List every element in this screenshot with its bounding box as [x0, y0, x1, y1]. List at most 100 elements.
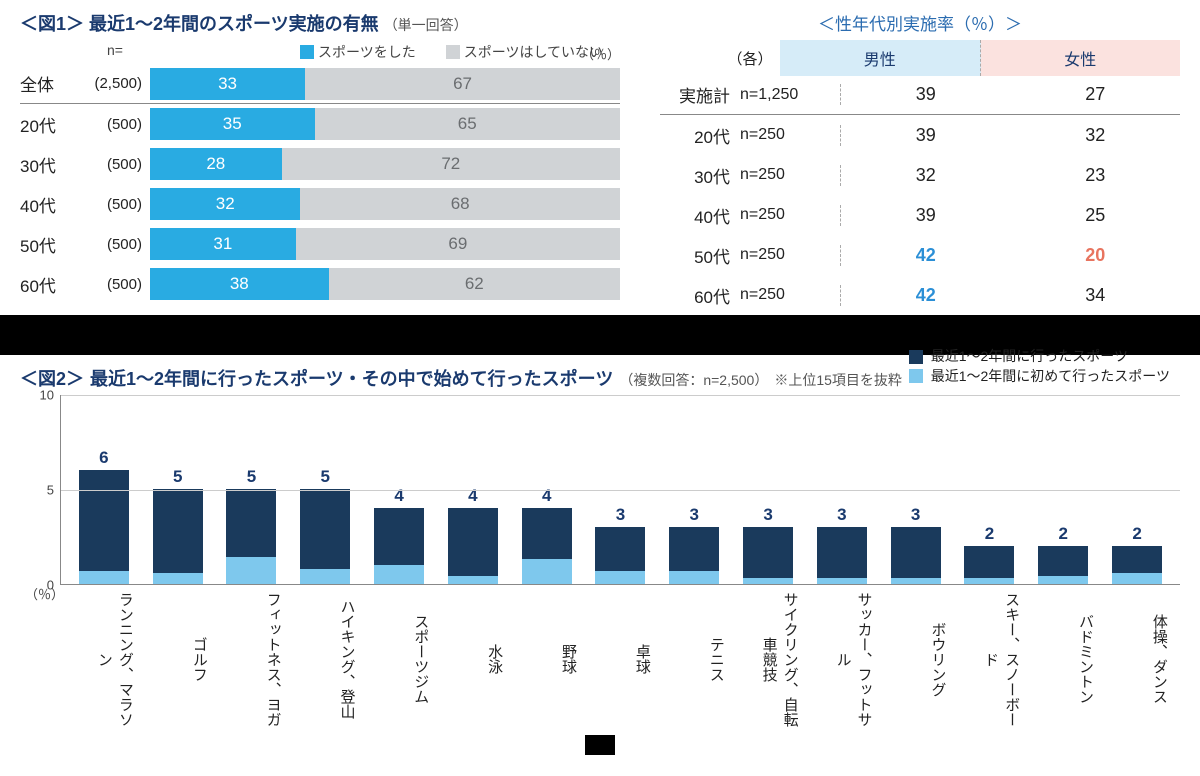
bar-seg-did: 33	[150, 68, 305, 100]
bar-seg-not: 67	[305, 68, 620, 100]
bar-seg-first	[153, 573, 203, 584]
bar-seg-total	[300, 489, 350, 569]
bar-track: 3268	[150, 188, 620, 220]
fig1-subtitle: （単一回答）	[384, 15, 468, 35]
bar-value-label: 2	[964, 524, 1014, 544]
bar-seg-first	[891, 578, 941, 584]
bar-row: 40代(500)3268	[20, 184, 620, 224]
rt-male-value: 39	[840, 125, 1011, 146]
bar-seg-first	[669, 571, 719, 584]
rt-female-value: 20	[1011, 245, 1181, 266]
bar-seg-first	[374, 565, 424, 584]
x-label: フィットネス、ヨガ	[218, 589, 284, 729]
fig1-pct-label: （％）	[581, 44, 620, 63]
bar-row: 20代(500)3565	[20, 104, 620, 144]
table-row: 20代n=2503932	[660, 115, 1180, 155]
bar-row: 50代(500)3169	[20, 224, 620, 264]
legend-swatch-not	[446, 45, 460, 59]
rt-male-value: 39	[840, 84, 1011, 105]
x-label: ハイキング、登山	[292, 589, 358, 729]
table-row: 50代n=2504220	[660, 235, 1180, 275]
y-tick: 10	[40, 388, 54, 403]
bar-value-label: 3	[669, 505, 719, 525]
rt-category: 実施計	[660, 82, 730, 107]
bar-column: 3	[735, 527, 801, 584]
each-label: （各）	[720, 48, 780, 69]
rt-female-value: 25	[1011, 205, 1181, 226]
bar-seg-total	[522, 508, 572, 559]
x-label: 水泳	[439, 589, 505, 729]
bar-row: 30代(500)2872	[20, 144, 620, 184]
table-row: 40代n=2503925	[660, 195, 1180, 235]
bar-column: 4	[440, 508, 506, 584]
bar-seg-total	[374, 508, 424, 565]
bar-seg-not: 62	[329, 268, 620, 300]
bar-seg-total	[743, 527, 793, 578]
bar-seg-total	[964, 546, 1014, 578]
bar-seg-total	[1038, 546, 1088, 576]
bar-value-label: 3	[817, 505, 867, 525]
legend2-swatch-total	[909, 350, 923, 364]
x-label: スポーツジム	[365, 589, 431, 729]
bar-category: 30代	[20, 152, 80, 177]
rt-male-value: 32	[840, 165, 1011, 186]
fig1-right-table: 実施計n=1,250392720代n=250393230代n=250322340…	[660, 75, 1180, 315]
rt-category: 30代	[660, 163, 730, 188]
bar-category: 全体	[20, 71, 80, 96]
fig2-note: ※上位15項目を抜粋	[774, 370, 902, 390]
x-label: バドミントン	[1030, 589, 1096, 729]
bar-seg-first	[300, 569, 350, 584]
x-label: スキー、スノーボード	[956, 589, 1022, 729]
x-label: ゴルフ	[144, 589, 210, 729]
bar-value-label: 3	[743, 505, 793, 525]
rt-female-value: 34	[1011, 285, 1181, 306]
bar-seg-total	[817, 527, 867, 578]
bar-row: 全体(2,500)3367	[20, 64, 620, 104]
legend2-label-first: 最近1～2年間に初めて行ったスポーツ	[931, 367, 1170, 387]
bar-value-label: 2	[1112, 524, 1162, 544]
rt-n: n=250	[730, 166, 840, 184]
bar-category: 50代	[20, 232, 80, 257]
fig1-n-header: n=	[80, 42, 150, 58]
rt-category: 40代	[660, 203, 730, 228]
rt-male-value: 42	[840, 285, 1011, 306]
fig1-bar-chart: （％） 全体(2,500)336720代(500)356530代(500)287…	[20, 64, 620, 304]
fig2-title: 最近1～2年間に行ったスポーツ・その中で始めて行ったスポーツ	[90, 365, 613, 391]
bar-value-label: 3	[891, 505, 941, 525]
bar-n: (500)	[80, 276, 150, 293]
bar-seg-total	[448, 508, 498, 576]
rt-male-value: 39	[840, 205, 1011, 226]
bottom-marker	[585, 735, 615, 755]
bar-seg-not: 68	[300, 188, 620, 220]
male-header: 男性	[780, 40, 981, 76]
bar-seg-did: 31	[150, 228, 296, 260]
gridline	[61, 490, 1180, 491]
rt-n: n=250	[730, 126, 840, 144]
bar-value-label: 5	[153, 467, 203, 487]
bar-seg-total	[669, 527, 719, 571]
fig2-subtitle: （複数回答：n=2,500）	[619, 370, 768, 390]
fig2-x-labels: ランニング、マラソンゴルフフィットネス、ヨガハイキング、登山スポーツジム水泳野球…	[20, 589, 1180, 729]
rt-n: n=250	[730, 246, 840, 264]
bar-column: 3	[588, 527, 654, 584]
y-tick: 5	[47, 483, 54, 498]
bar-column: 4	[366, 508, 432, 584]
bar-value-label: 5	[300, 467, 350, 487]
fig1-prefix: ＜図1＞	[20, 10, 84, 36]
x-label: 体操、ダンス	[1104, 589, 1170, 729]
rt-n: n=250	[730, 286, 840, 304]
bar-column: 3	[809, 527, 875, 584]
bar-column: 5	[219, 489, 285, 584]
bar-n: (500)	[80, 116, 150, 133]
fig2-y-unit: （％）	[25, 584, 64, 603]
bar-seg-first	[1038, 576, 1088, 584]
bar-track: 3862	[150, 268, 620, 300]
bar-track: 3367	[150, 68, 620, 100]
x-label: テニス	[661, 589, 727, 729]
rt-female-value: 32	[1011, 125, 1181, 146]
bar-seg-not: 69	[296, 228, 620, 260]
bar-seg-first	[743, 578, 793, 584]
gridline	[61, 395, 1180, 396]
bar-value-label: 3	[595, 505, 645, 525]
bar-column: 2	[1104, 546, 1170, 584]
